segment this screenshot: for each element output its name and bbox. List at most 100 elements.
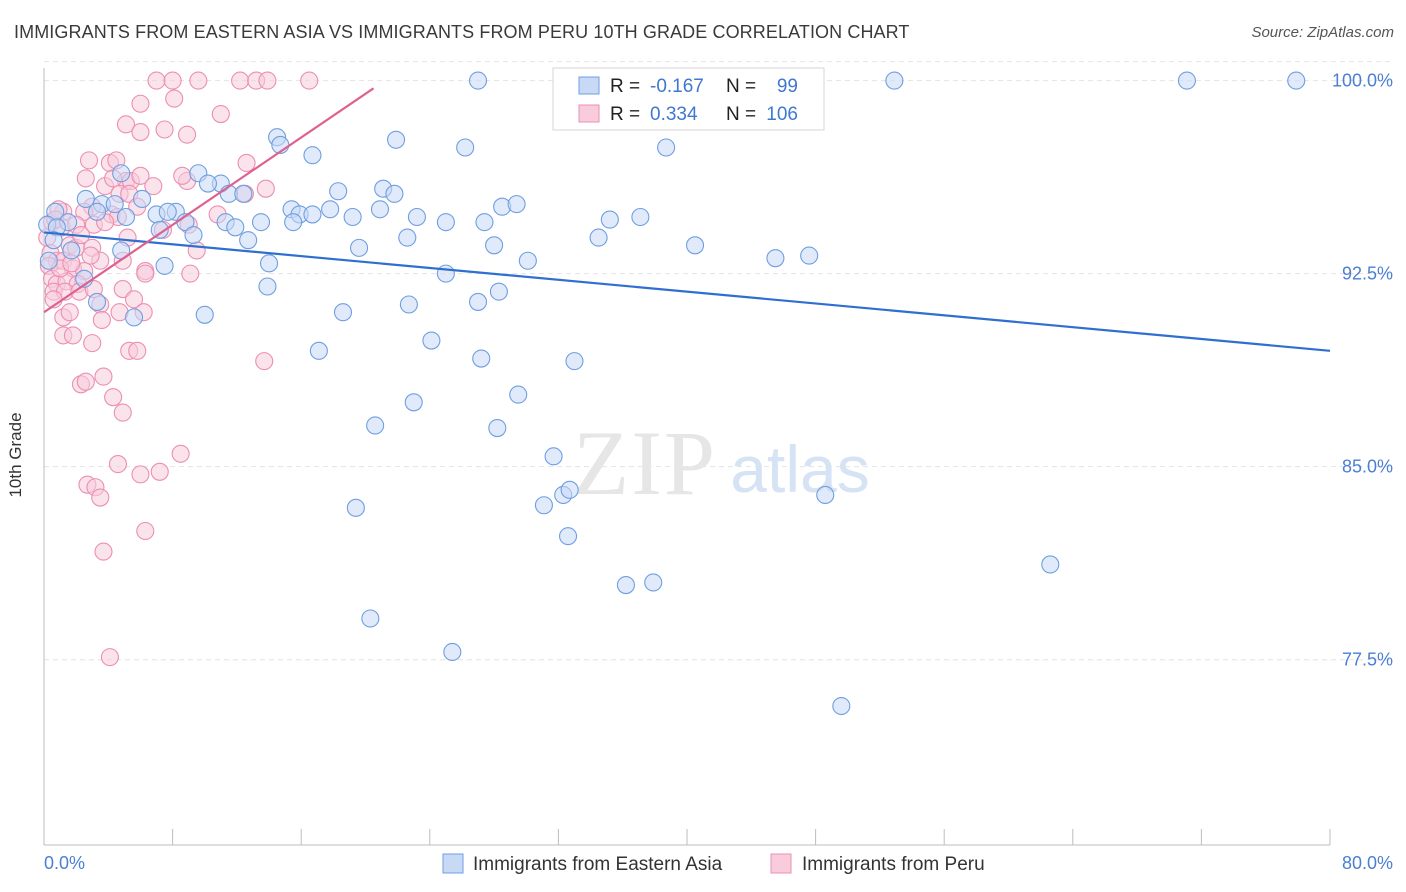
series-peru-points xyxy=(38,71,319,667)
peru-point xyxy=(76,372,95,391)
x-tick-label-min: 0.0% xyxy=(44,853,85,873)
eastern-asia-point xyxy=(631,207,650,227)
peru-point xyxy=(131,465,150,484)
eastern-asia-point xyxy=(475,213,494,232)
stats-n-value-blue: 99 xyxy=(777,76,798,97)
peru-point xyxy=(231,71,250,90)
eastern-asia-point xyxy=(343,207,362,227)
eastern-asia-point xyxy=(366,416,385,435)
legend-label-pink: Immigrants from Peru xyxy=(802,854,985,875)
eastern-asia-point xyxy=(468,292,488,311)
eastern-asia-point xyxy=(443,642,462,662)
eastern-asia-point xyxy=(76,189,95,209)
eastern-asia-point xyxy=(436,264,455,283)
watermark-atlas: atlas xyxy=(730,432,869,506)
stats-swatch-pink xyxy=(578,104,600,123)
eastern-asia-point xyxy=(885,71,904,90)
eastern-asia-point xyxy=(407,207,426,227)
eastern-asia-point xyxy=(485,236,504,255)
eastern-asia-point xyxy=(399,295,418,314)
eastern-asia-point xyxy=(195,305,214,324)
eastern-asia-point xyxy=(87,292,107,311)
peru-point xyxy=(300,71,319,90)
eastern-asia-point xyxy=(333,303,353,322)
eastern-asia-point xyxy=(321,200,340,219)
x-tick-labels: 0.0% 80.0% xyxy=(44,853,1393,873)
peru-point xyxy=(171,444,190,463)
eastern-asia-point xyxy=(488,418,507,438)
peru-point xyxy=(178,125,197,144)
eastern-asia-point xyxy=(685,236,705,255)
eastern-asia-point xyxy=(800,246,819,265)
eastern-asia-point xyxy=(560,480,579,499)
eastern-asia-point xyxy=(534,496,553,515)
peru-point xyxy=(124,290,144,309)
legend-swatch-blue xyxy=(442,853,464,874)
legend: Immigrants from Eastern Asia Immigrants … xyxy=(442,853,985,875)
stats-n-label-blue: N = xyxy=(726,76,756,97)
source-label: Source: ZipAtlas.com xyxy=(1251,24,1394,41)
peru-point xyxy=(150,462,169,481)
peru-point xyxy=(255,352,274,371)
axes xyxy=(43,68,1331,846)
x-tick-label-max: 80.0% xyxy=(1342,853,1393,873)
eastern-asia-point xyxy=(116,207,136,227)
eastern-asia-point xyxy=(105,195,124,214)
eastern-asia-point xyxy=(565,352,584,371)
peru-point xyxy=(94,367,113,386)
y-tick-label: 77.5% xyxy=(1342,650,1393,670)
eastern-asia-point xyxy=(198,174,218,193)
trend-line-peru xyxy=(43,87,375,314)
eastern-asia-point xyxy=(436,213,455,232)
eastern-asia-point xyxy=(124,308,144,327)
eastern-asia-point xyxy=(62,241,81,260)
eastern-asia-point xyxy=(489,282,508,301)
peru-point xyxy=(92,310,111,330)
peru-point xyxy=(131,166,150,185)
stats-r-label-pink: R = xyxy=(610,104,640,125)
stats-n-value-pink: 106 xyxy=(766,104,798,125)
peru-point xyxy=(211,104,230,124)
legend-label-blue: Immigrants from Eastern Asia xyxy=(473,854,723,875)
stats-n-label-pink: N = xyxy=(726,104,756,125)
eastern-asia-point xyxy=(303,205,322,224)
peru-point xyxy=(131,123,150,142)
peru-point xyxy=(116,115,136,134)
y-tick-label: 92.5% xyxy=(1342,264,1393,284)
peru-point xyxy=(136,264,155,283)
trend-lines xyxy=(43,87,1331,352)
eastern-asia-point xyxy=(404,393,423,412)
peru-point xyxy=(144,177,163,196)
eastern-asia-point xyxy=(600,210,619,229)
eastern-asia-point xyxy=(766,249,785,268)
peru-point xyxy=(108,455,127,474)
eastern-asia-point xyxy=(87,202,107,221)
peru-point xyxy=(81,246,100,265)
eastern-asia-point xyxy=(422,331,441,350)
peru-point xyxy=(189,71,208,90)
eastern-asia-point xyxy=(468,71,488,90)
peru-point xyxy=(155,120,174,139)
y-tick-label: 100.0% xyxy=(1332,71,1393,91)
peru-point xyxy=(147,71,166,90)
chart-title: IMMIGRANTS FROM EASTERN ASIA VS IMMIGRAN… xyxy=(14,22,910,42)
peru-point xyxy=(258,71,277,90)
eastern-asia-point xyxy=(509,385,528,404)
stats-r-label-blue: R = xyxy=(610,76,640,97)
y-tick-label: 85.0% xyxy=(1342,457,1393,477)
peru-point xyxy=(237,153,256,173)
y-tick-labels: 77.5% 85.0% 92.5% 100.0% xyxy=(1332,71,1393,670)
eastern-asia-point xyxy=(361,609,380,628)
peru-point xyxy=(256,179,275,198)
eastern-asia-point xyxy=(657,138,676,157)
eastern-asia-point xyxy=(385,184,404,203)
peru-point xyxy=(165,89,184,108)
eastern-asia-point xyxy=(558,527,578,546)
peru-point xyxy=(104,388,123,407)
trend-line-eastern-asia xyxy=(43,231,1331,352)
peru-point xyxy=(83,334,102,353)
watermark-zip: ZIP xyxy=(573,412,717,514)
legend-swatch-pink xyxy=(770,853,792,874)
eastern-asia-point xyxy=(155,256,174,275)
